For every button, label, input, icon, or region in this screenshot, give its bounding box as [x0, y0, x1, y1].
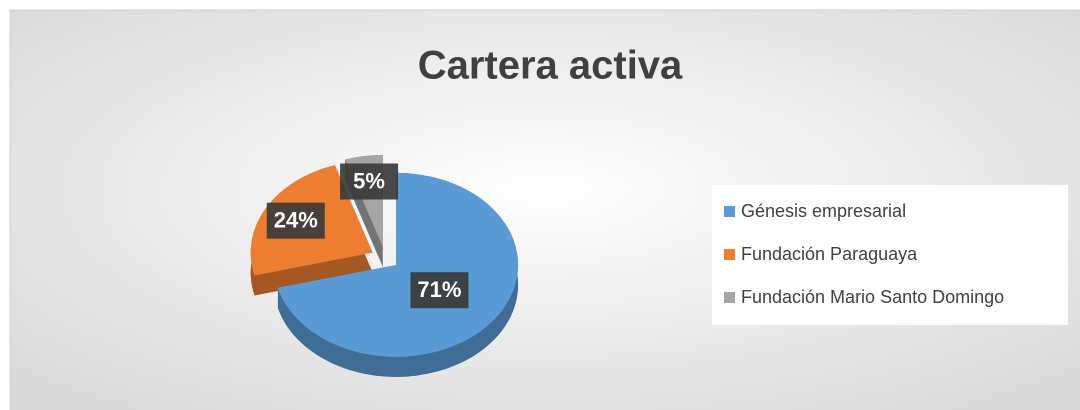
legend-box — [712, 185, 1068, 325]
legend-label: Fundación Paraguaya — [741, 244, 918, 264]
legend-swatch — [724, 292, 735, 303]
legend-label: Génesis empresarial — [741, 201, 906, 221]
data-label-box — [340, 163, 399, 200]
legend-label: Fundación Mario Santo Domingo — [741, 287, 1004, 307]
data-label: 5% — [353, 168, 385, 193]
chart-title: Cartera activa — [418, 44, 683, 88]
data-label: 24% — [274, 208, 318, 233]
data-label-box — [266, 202, 325, 239]
slice — [277, 172, 519, 357]
data-label: 71% — [417, 277, 461, 302]
legend-swatch — [724, 249, 735, 260]
legend-swatch — [724, 206, 735, 217]
data-label-box — [410, 272, 469, 309]
